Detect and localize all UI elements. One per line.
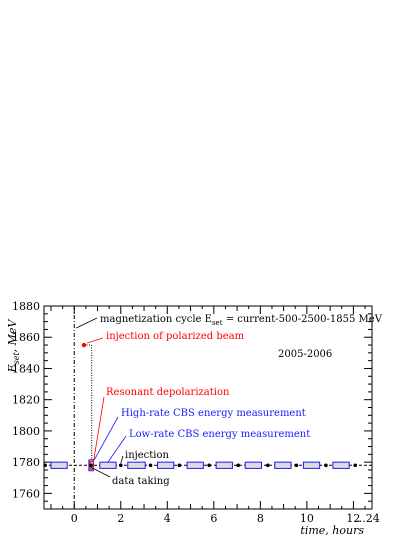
y-tick-label: 1820 xyxy=(12,394,40,407)
low-rate-cbs-box xyxy=(127,461,146,469)
data-taking-point xyxy=(148,463,153,468)
low-rate-cbs-box xyxy=(50,461,68,469)
data-taking-point xyxy=(236,463,241,468)
annotations: magnetization cycle Eset = current-500-2… xyxy=(76,314,383,487)
data-taking-point xyxy=(43,463,47,468)
injection-polarized-pointer xyxy=(86,337,104,344)
injection-polarized-point xyxy=(81,342,87,348)
injection-pointer xyxy=(120,455,124,464)
low-rate-cbs-box xyxy=(302,461,321,469)
data-taking-point xyxy=(265,463,270,468)
y-tick-label: 1840 xyxy=(12,362,40,375)
x-tick-label: 0 xyxy=(71,512,78,525)
y-tick-label: 1880 xyxy=(12,300,40,313)
high-rate-annotation: High-rate CBS energy measurement xyxy=(121,408,306,419)
y-axis-label: Eset, MeV xyxy=(6,319,21,374)
y-tick-label: 1780 xyxy=(12,456,40,469)
x-tick-label-extra: ...24 xyxy=(355,512,380,525)
y-tick-label: 1760 xyxy=(12,487,40,500)
high-rate-pointer xyxy=(93,416,119,461)
injection-annotation: injection xyxy=(125,450,169,461)
injection-polarized-annotation: injection of polarized beam xyxy=(106,331,245,342)
data-taking-point xyxy=(353,463,358,468)
data-taking-annotation: data taking xyxy=(112,476,170,487)
x-tick-label: 12 xyxy=(346,512,360,525)
x-tick-label: 10 xyxy=(300,512,314,525)
y-tick-label: 1800 xyxy=(12,425,40,438)
low-rate-cbs-box xyxy=(274,461,292,469)
plot-area: 1760 1780 1800 1820 1840 1860 1880 0 2 4 6 8 10 12...… xyxy=(6,300,380,537)
x-tick-label: 8 xyxy=(257,512,264,525)
data-taking-point xyxy=(324,463,328,468)
low-rate-cbs-box xyxy=(99,461,117,469)
x-tick-label: 4 xyxy=(164,512,171,525)
x-tick-label: 2 xyxy=(117,512,124,525)
magnetization-annotation: magnetization cycle Eset = current-500-2… xyxy=(100,314,383,327)
low-rate-cbs-box xyxy=(244,461,263,469)
data-taking-point xyxy=(207,463,211,468)
low-rate-cbs-box xyxy=(215,461,233,469)
data-taking-point xyxy=(118,463,123,468)
low-rate-annotation: Low-rate CBS energy measurement xyxy=(129,429,310,440)
data-taking-point xyxy=(294,463,299,468)
low-rate-cbs-box xyxy=(186,461,204,469)
data-taking-point xyxy=(177,463,182,468)
low-rate-cbs-box xyxy=(157,461,175,469)
year-label: 2005-2006 xyxy=(278,349,332,360)
data-taking-pointer xyxy=(90,466,111,478)
x-axis-label: time, hours xyxy=(300,524,364,537)
y-tick-label: 1860 xyxy=(12,331,40,344)
x-tick-label: 6 xyxy=(210,512,217,525)
resonant-annotation: Resonant depolarization xyxy=(106,387,230,398)
magnetization-pointer xyxy=(76,317,98,329)
low-rate-cbs-box xyxy=(332,461,350,469)
resonant-pointer xyxy=(93,396,105,461)
data-taking-point xyxy=(89,463,93,468)
low-rate-pointer xyxy=(107,435,127,463)
